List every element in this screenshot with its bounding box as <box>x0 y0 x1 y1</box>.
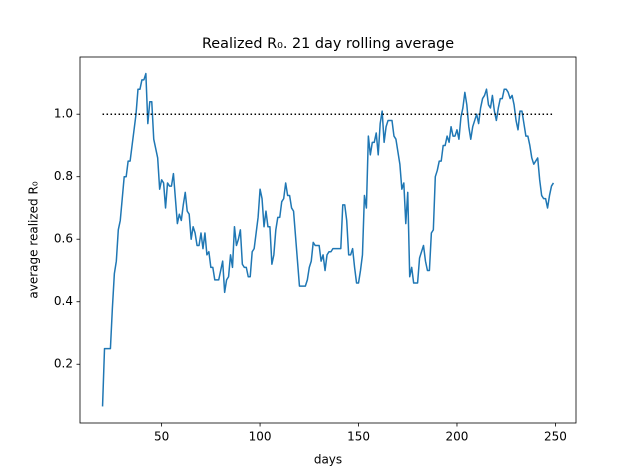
chart-title: Realized R₀. 21 day rolling average <box>202 36 454 52</box>
x-tick-label: 250 <box>544 430 567 444</box>
x-axis-label: days <box>314 453 342 467</box>
y-axis-label: average realized R₀ <box>27 181 41 298</box>
y-tick-label: 0.8 <box>54 169 73 183</box>
x-tick-label: 150 <box>347 430 370 444</box>
y-tick-label: 0.6 <box>54 232 73 246</box>
y-tick-label: 0.4 <box>54 294 73 308</box>
plot-frame <box>79 56 577 424</box>
y-tick-label: 0.2 <box>54 357 73 371</box>
x-tick-label: 200 <box>446 430 469 444</box>
y-tick-label: 1.0 <box>54 107 73 121</box>
x-tick-label: 100 <box>249 430 272 444</box>
data-line <box>101 72 555 407</box>
x-tick-label: 50 <box>154 430 169 444</box>
